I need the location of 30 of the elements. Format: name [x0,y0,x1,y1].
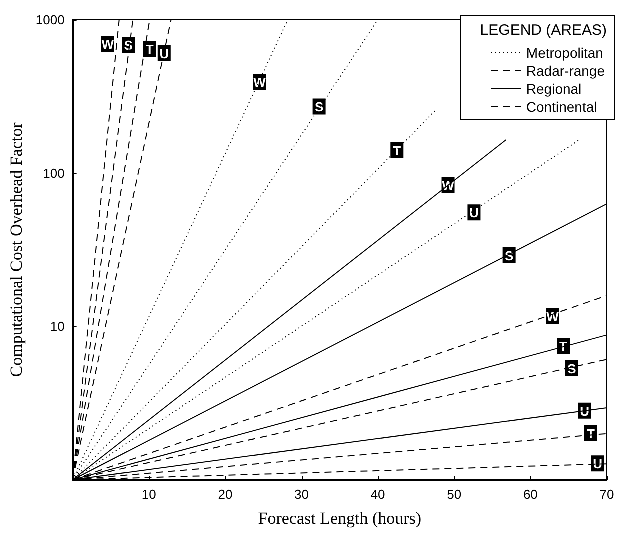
x-tick-label: 50 [447,487,462,502]
y-tick-label: 100 [43,166,65,181]
annotation: W [254,75,267,90]
annotation: T [587,426,595,442]
annotation: U [160,46,170,62]
y-axis-title: Computational Cost Overhead Factor [7,122,26,378]
annotation: S [568,361,577,376]
annotation: T [393,143,402,158]
annotation: W [546,309,560,324]
annotation: W [102,37,115,52]
annotation: T [560,339,568,354]
x-tick-label: 20 [218,487,233,502]
legend-label: Continental [526,99,598,115]
annotation: S [124,38,134,54]
x-axis-title: Forecast Length (hours) [258,509,422,528]
legend-label: Radar-range [526,63,606,79]
y-tick-label: 1000 [36,12,65,28]
legend-label: Metropolitan [526,45,604,61]
annotation: S [314,100,324,115]
y-tick-label: 10 [50,319,65,334]
x-tick-label: 60 [523,487,538,502]
x-tick-label: 10 [142,487,156,502]
annotation: T [146,42,154,58]
legend-label: Regional [526,81,582,97]
annotation: U [470,206,479,221]
x-tick-label: 70 [600,487,614,502]
x-tick-label: 30 [294,487,309,502]
legend-title: LEGEND (AREAS) [480,22,608,39]
x-tick-label: 40 [370,487,386,502]
annotation: U [593,456,603,472]
